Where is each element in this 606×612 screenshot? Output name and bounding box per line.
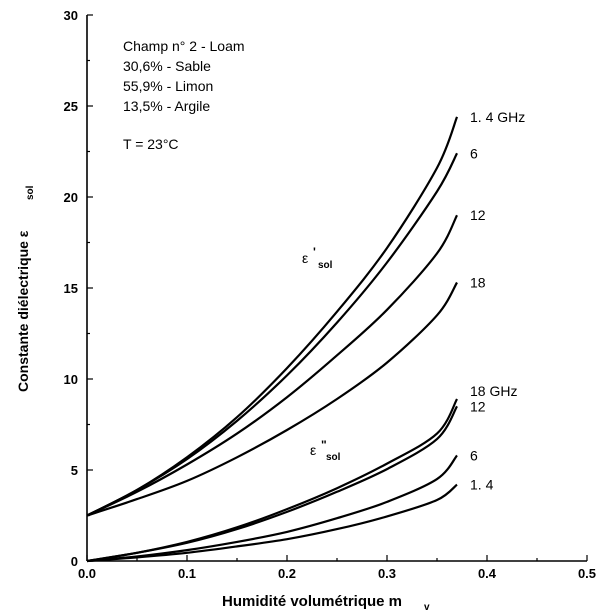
y-axis-title: Constante diélectrique ε sol [15, 185, 36, 392]
y-tick-label: 25 [64, 99, 78, 114]
group-label-imag-sub: sol [326, 452, 341, 463]
x-tick-label: 0.1 [178, 566, 196, 581]
group-label-imag-main: ε [310, 442, 316, 458]
y-tick-label: 30 [64, 8, 78, 23]
series-line [86, 454, 458, 563]
curves [86, 116, 459, 563]
y-axis-title-sub: sol [25, 185, 36, 200]
series-line [86, 398, 458, 563]
group-label-imag-mark: " [321, 438, 327, 452]
group-label-real-sub: sol [318, 260, 333, 271]
series-end-label: 1. 4 [470, 477, 494, 493]
annotation-line-3: 55,9% - Limon [123, 78, 213, 94]
y-tick-label: 10 [64, 372, 78, 387]
y-tick-label: 15 [64, 281, 78, 296]
series-end-label: 1. 4 GHz [470, 109, 525, 125]
series-line [86, 405, 458, 563]
series-end-label: 6 [470, 145, 478, 161]
series-end-label: 6 [470, 447, 478, 463]
y-tick-label: 0 [71, 554, 78, 569]
group-label-real-mark: ' [313, 245, 316, 259]
plot-frame: 0.0 0.1 0.2 0.3 0.4 0.5 0 5 10 15 20 25 30 [64, 8, 597, 581]
x-tick-label: 0.0 [78, 566, 96, 581]
x-tick-label: 0.5 [578, 566, 596, 581]
x-axis-title: Humidité volumétrique m v [222, 593, 430, 612]
series-line [86, 152, 458, 517]
series-end-label: 18 GHz [470, 383, 517, 399]
y-tick-label: 5 [71, 463, 78, 478]
annotation-line-2: 30,6% - Sable [123, 58, 211, 74]
series-line [86, 214, 458, 517]
y-tick-label: 20 [64, 190, 78, 205]
x-axis-title-sub: v [424, 602, 430, 612]
x-tick-label: 0.4 [478, 566, 497, 581]
x-tick-label: 0.3 [378, 566, 396, 581]
series-end-label: 18 [470, 275, 486, 291]
annotation-line-4: 13,5% - Argile [123, 98, 210, 114]
x-tick-label: 0.2 [278, 566, 296, 581]
series-end-label: 12 [470, 398, 486, 414]
series-line [86, 483, 458, 563]
series-line [86, 281, 458, 517]
group-label-real: ε ' sol [302, 245, 333, 271]
y-axis-title-main: Constante diélectrique ε [15, 230, 31, 392]
annotation-temperature: T = 23°C [123, 136, 179, 152]
x-axis-title-main: Humidité volumétrique m [222, 593, 402, 610]
group-label-imag: ε " sol [310, 438, 341, 463]
annotation-block: Champ n° 2 - Loam 30,6% - Sable 55,9% - … [123, 38, 245, 152]
group-label-real-main: ε [302, 250, 308, 266]
annotation-line-1: Champ n° 2 - Loam [123, 38, 245, 54]
series-end-label: 12 [470, 207, 486, 223]
